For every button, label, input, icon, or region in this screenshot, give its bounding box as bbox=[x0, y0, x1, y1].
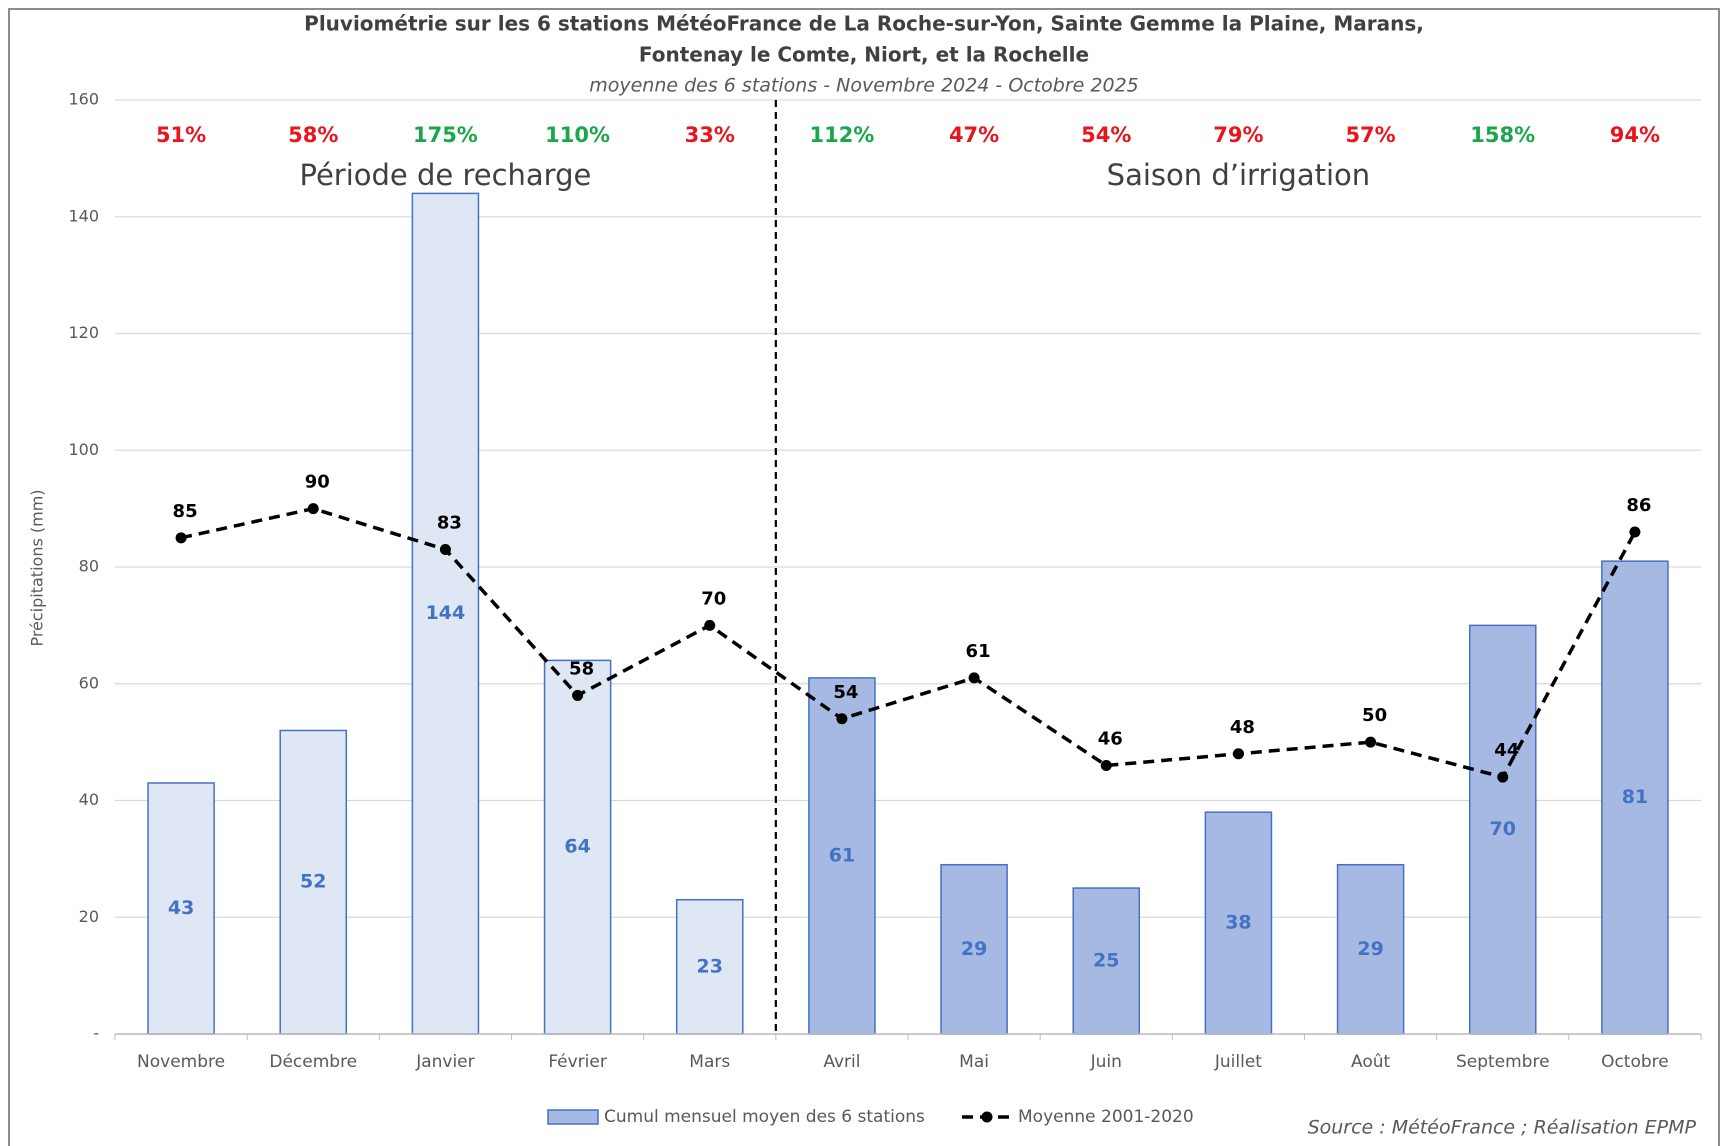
source: Source : MétéoFrance ; Réalisation EPMP bbox=[1308, 1117, 1697, 1139]
bar-value-label: 25 bbox=[1093, 950, 1119, 972]
y-tick-label: 60 bbox=[79, 673, 99, 692]
annotation: 54% bbox=[1081, 123, 1131, 147]
annotation: 47% bbox=[949, 123, 999, 147]
x-tick-label: Août bbox=[1351, 1052, 1391, 1072]
bar-value-label: 61 bbox=[829, 844, 855, 866]
annotation: 79% bbox=[1213, 123, 1263, 147]
line-point bbox=[836, 713, 848, 725]
annotation: 158% bbox=[1470, 123, 1535, 147]
bar-value-label: 52 bbox=[300, 871, 326, 893]
bar-value-label: 64 bbox=[564, 836, 590, 858]
y-tick-label: 20 bbox=[79, 907, 99, 926]
annotation: 57% bbox=[1345, 123, 1395, 147]
x-tick-label: Novembre bbox=[137, 1052, 225, 1072]
line-value-label: 83 bbox=[437, 512, 462, 533]
y-tick-label: 80 bbox=[79, 557, 99, 576]
x-tick-label: Mai bbox=[959, 1052, 989, 1072]
line-point bbox=[1629, 526, 1641, 538]
line-point bbox=[1232, 748, 1244, 760]
legend-label: Cumul mensuel moyen des 6 stations bbox=[604, 1107, 925, 1127]
x-tick-label: Juin bbox=[1090, 1052, 1122, 1072]
legend-swatch bbox=[547, 1109, 599, 1125]
y-tick-label: 120 bbox=[68, 323, 99, 342]
line-value-label: 54 bbox=[833, 682, 858, 703]
bar bbox=[1601, 560, 1669, 1035]
bar-value-label: 29 bbox=[961, 938, 987, 960]
bar bbox=[1468, 624, 1537, 1035]
y-tick-label: 160 bbox=[68, 90, 99, 109]
line bbox=[180, 506, 1637, 780]
line-point bbox=[175, 532, 187, 544]
bar-value-label: 29 bbox=[1357, 938, 1383, 960]
bar-value-label: 81 bbox=[1622, 786, 1648, 808]
chart-title: Pluviométrie sur les 6 stations MétéoFra… bbox=[304, 12, 1424, 36]
annotation: 58% bbox=[288, 123, 338, 147]
line-value-label: 46 bbox=[1098, 728, 1123, 749]
annotation: 110% bbox=[545, 123, 610, 147]
x-tick-label: Mars bbox=[689, 1052, 730, 1072]
line-value-label: 50 bbox=[1362, 705, 1387, 726]
line-point bbox=[1100, 759, 1112, 771]
x-tick-label: Juillet bbox=[1214, 1052, 1262, 1072]
annotation: 51% bbox=[156, 123, 206, 147]
x-tick-label: Octobre bbox=[1601, 1052, 1669, 1072]
line-point bbox=[439, 543, 451, 555]
y-tick-label: 100 bbox=[68, 440, 99, 459]
bar-value-label: 70 bbox=[1490, 818, 1516, 840]
line-value-label: 58 bbox=[569, 658, 594, 679]
bar-value-label: 23 bbox=[697, 955, 723, 977]
annotation: 175% bbox=[413, 123, 478, 147]
section-label: Saison d’irrigation bbox=[1107, 158, 1371, 192]
line-value-label: 86 bbox=[1626, 495, 1651, 516]
bar-value-label: 144 bbox=[426, 602, 466, 624]
line-value-label: 85 bbox=[173, 501, 198, 522]
y-tick-label: - bbox=[93, 1024, 99, 1043]
x-tick-label: Septembre bbox=[1456, 1052, 1550, 1072]
bar-value-label: 43 bbox=[168, 897, 194, 919]
bar bbox=[1336, 863, 1405, 1035]
line-value-label: 48 bbox=[1230, 717, 1255, 738]
line-point bbox=[572, 689, 584, 701]
line-value-label: 90 bbox=[305, 472, 330, 493]
bar bbox=[279, 729, 348, 1035]
x-tick-label: Février bbox=[548, 1052, 607, 1072]
x-tick-label: Décembre bbox=[269, 1052, 357, 1072]
annotation: 33% bbox=[685, 123, 735, 147]
annotation: 112% bbox=[809, 123, 874, 147]
bar bbox=[808, 677, 876, 1035]
line-value-label: 44 bbox=[1494, 740, 1519, 761]
x-tick-label: Avril bbox=[823, 1052, 860, 1072]
line-point bbox=[968, 672, 980, 684]
y-tick-label: 40 bbox=[79, 790, 99, 809]
annotation: 94% bbox=[1610, 123, 1660, 147]
legend-label: Moyenne 2001-2020 bbox=[1018, 1107, 1194, 1127]
bar bbox=[675, 898, 744, 1035]
section-label: Période de recharge bbox=[299, 158, 591, 192]
line-point bbox=[307, 503, 319, 515]
line-value-label: 70 bbox=[701, 588, 726, 609]
x-tick-label: Janvier bbox=[415, 1052, 474, 1072]
line-point bbox=[1497, 771, 1509, 783]
bar bbox=[543, 659, 612, 1035]
bar-value-label: 38 bbox=[1225, 912, 1251, 934]
bar bbox=[1204, 811, 1273, 1035]
legend-swatch bbox=[981, 1111, 993, 1123]
line-point bbox=[1365, 736, 1377, 748]
chart-subtitle: moyenne des 6 stations - Novembre 2024 -… bbox=[589, 75, 1139, 97]
bar bbox=[1072, 887, 1141, 1035]
chart-title: Fontenay le Comte, Niort, et la Rochelle bbox=[639, 43, 1089, 67]
line-point bbox=[704, 619, 716, 631]
y-tick-label: 140 bbox=[68, 206, 99, 225]
y-axis-label: Précipitations (mm) bbox=[28, 489, 47, 646]
line-value-label: 61 bbox=[966, 641, 991, 662]
